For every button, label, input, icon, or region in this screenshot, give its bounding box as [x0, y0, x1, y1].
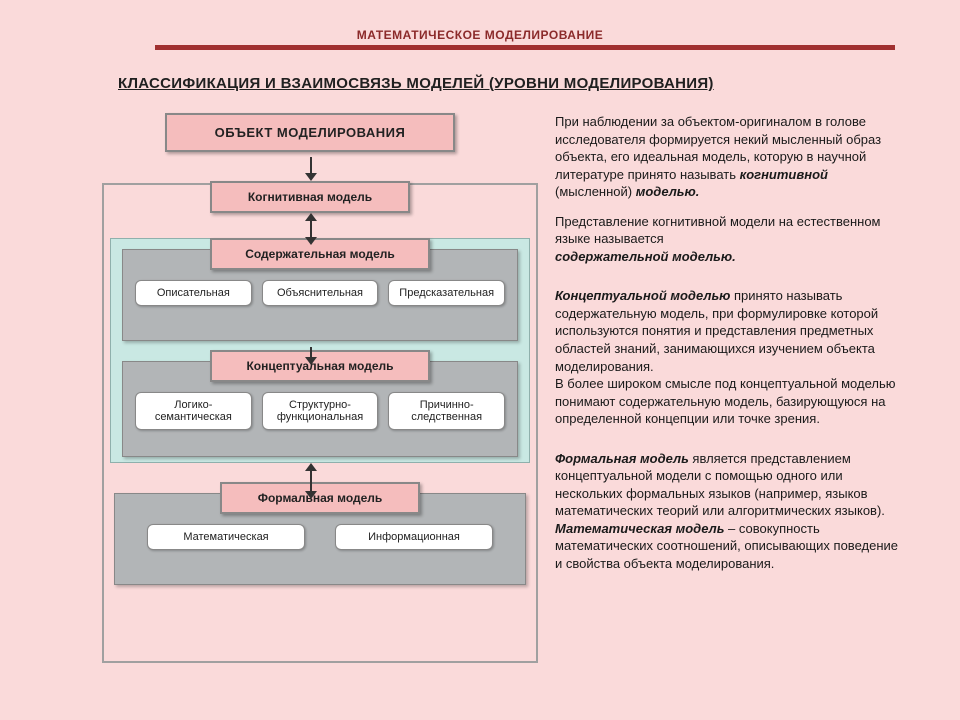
formal-chips: Математическая Информационная [127, 524, 513, 550]
arrow-down-icon [305, 151, 317, 181]
arrow-double-icon [305, 463, 317, 499]
cognitive-header: Когнитивная модель [210, 181, 410, 213]
conceptual-level-panel: Концептуальная модель Логико-семантическ… [122, 361, 518, 457]
formal-header: Формальная модель [220, 482, 420, 514]
content-header: Содержательная модель [210, 238, 430, 270]
header-rule [155, 45, 895, 50]
paragraph-formal: Формальная модель является представление… [555, 450, 907, 573]
chip-informational: Информационная [335, 524, 493, 550]
arrow-double-icon [305, 213, 317, 245]
content-level-panel: Содержательная модель Описательная Объяс… [122, 249, 518, 341]
arrow-down-icon [305, 341, 317, 365]
chip-mathematical: Математическая [147, 524, 305, 550]
content-chips: Описательная Объяснительная Предсказател… [135, 280, 505, 306]
chip-causal: Причинно-следственная [388, 392, 505, 430]
paragraph-cognitive: При наблюдении за объектом-оригиналом в … [555, 113, 907, 201]
conceptual-header: Концептуальная модель [210, 350, 430, 382]
paragraph-conceptual: Концептуальной моделью принято называть … [555, 287, 907, 427]
section-overline: МАТЕМАТИЧЕСКОЕ МОДЕЛИРОВАНИЕ [0, 28, 960, 42]
conceptual-chips: Логико-семантическая Структурно-функцион… [135, 392, 505, 430]
cognitive-level: Когнитивная модель [210, 181, 410, 213]
chip-explanatory: Объяснительная [262, 280, 379, 306]
chip-descriptive: Описательная [135, 280, 252, 306]
explanatory-text-column: При наблюдении за объектом-оригиналом в … [555, 113, 907, 585]
root-node: ОБЪЕКТ МОДЕЛИРОВАНИЯ [165, 113, 455, 152]
paragraph-content: Представление когнитивной модели на есте… [555, 213, 907, 266]
chip-structural-functional: Структурно-функциональная [262, 392, 379, 430]
chip-predictive: Предсказательная [388, 280, 505, 306]
formal-level-panel: Формальная модель Математическая Информа… [114, 493, 526, 585]
chip-logical-semantic: Логико-семантическая [135, 392, 252, 430]
page-title: КЛАССИФИКАЦИЯ И ВЗАИМОСВЯЗЬ МОДЕЛЕЙ (УРО… [118, 75, 714, 92]
